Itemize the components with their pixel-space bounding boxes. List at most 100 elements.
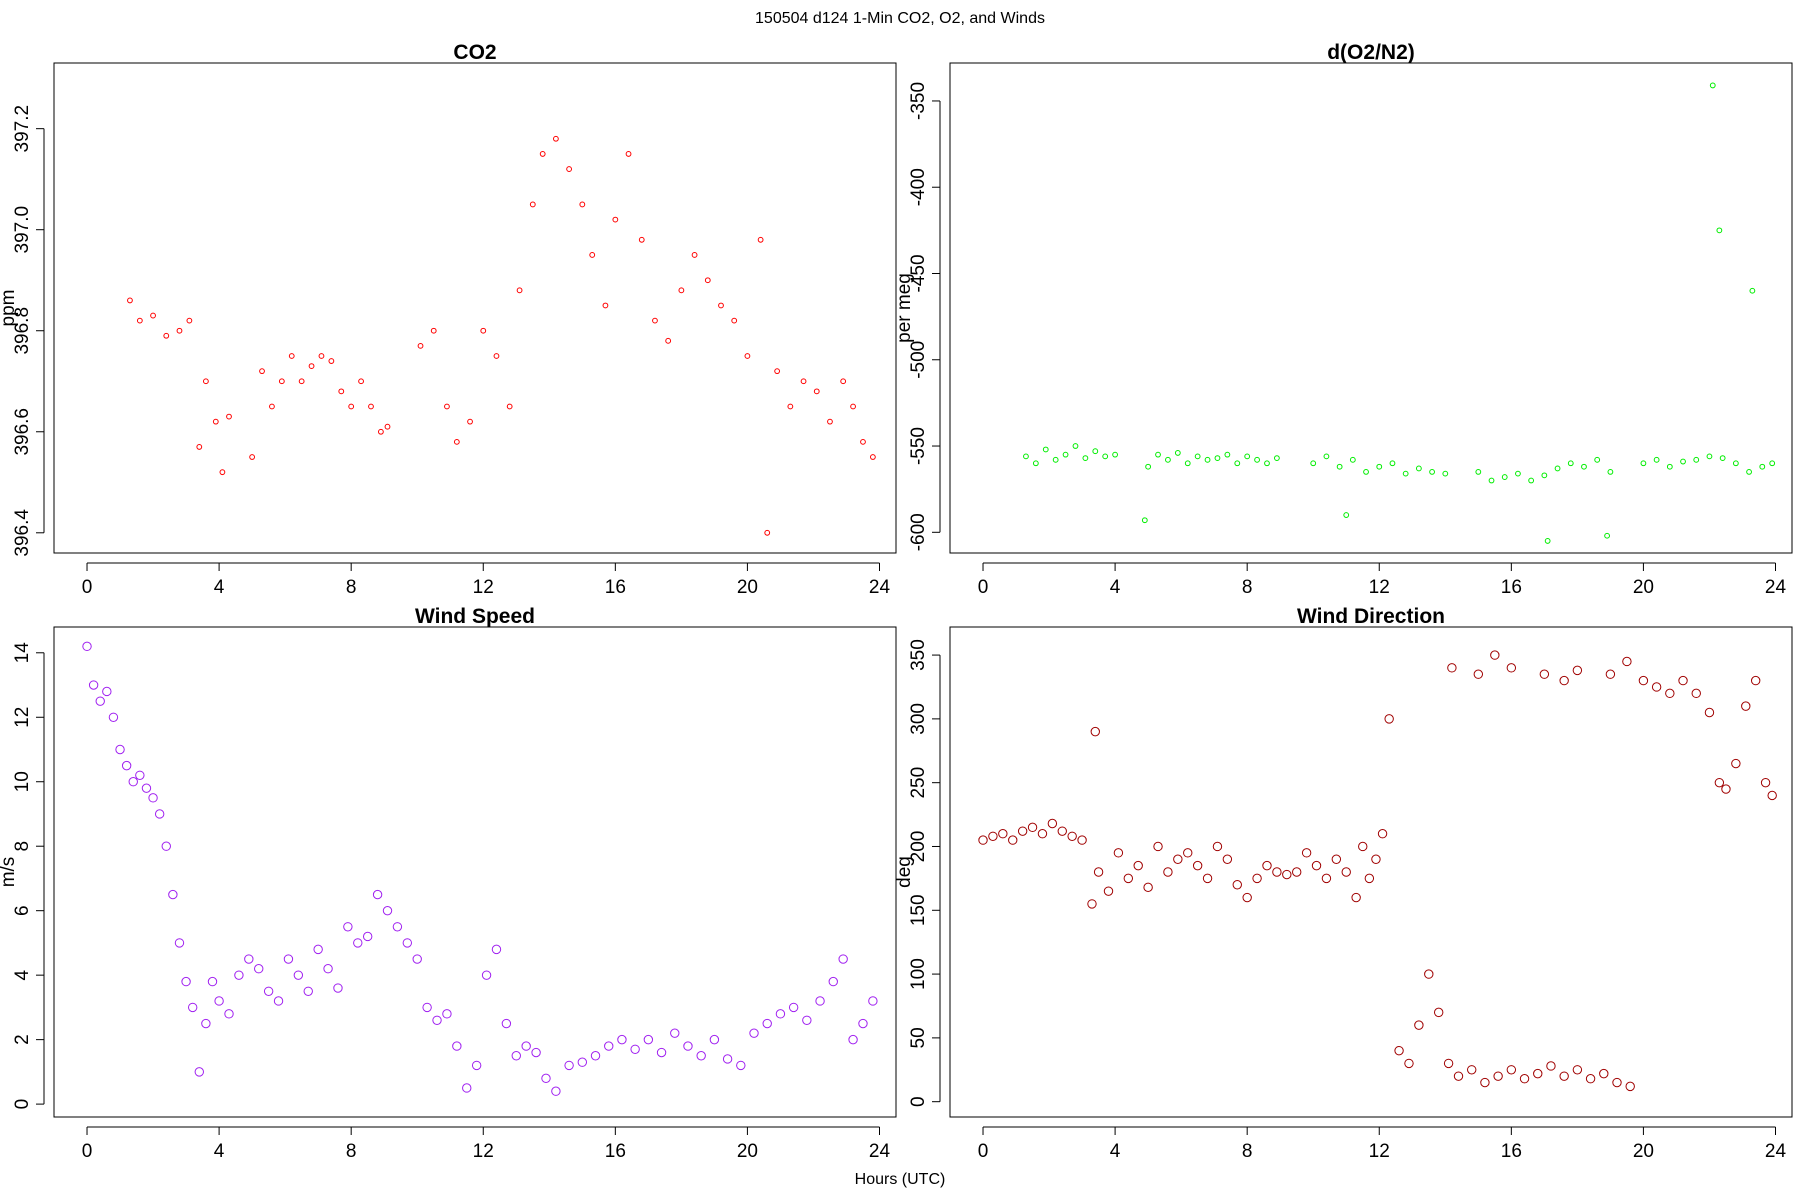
o2-point	[1653, 456, 1660, 463]
wind-speed-y-tick-label: 14	[12, 642, 33, 664]
o2-point	[1604, 532, 1610, 539]
o2-point	[1032, 460, 1039, 467]
co2-point	[196, 444, 203, 450]
wind-direction-point	[1321, 873, 1332, 884]
wind-speed-title: Wind Speed	[415, 605, 535, 628]
co2-point	[506, 403, 513, 410]
wind-direction-point	[1704, 707, 1715, 718]
o2-point	[1769, 460, 1776, 467]
wind-direction-point	[1714, 777, 1725, 788]
wind-direction-point	[1539, 669, 1550, 679]
wind-speed-point	[481, 970, 492, 980]
wind-direction-point	[1404, 1058, 1414, 1069]
wind-direction-point	[1473, 669, 1484, 679]
o2-point	[1092, 448, 1099, 455]
wind-direction-point	[1612, 1077, 1622, 1088]
o2-x-axis: 0 4 8 12 16 20 24	[978, 562, 1786, 598]
wind-speed-point	[858, 1018, 868, 1029]
o2-point	[1102, 453, 1109, 460]
wind-direction-point	[1153, 841, 1163, 852]
wind-speed-point	[187, 1002, 198, 1013]
wind-direction-point	[1252, 873, 1262, 884]
wind-speed-point	[141, 783, 152, 793]
o2-point	[1165, 456, 1171, 463]
co2-point	[731, 317, 738, 324]
wind-direction-point	[1585, 1074, 1596, 1084]
co2-point	[774, 368, 781, 375]
co2-point	[348, 403, 355, 410]
o2-x-tick-label: 4	[1110, 577, 1121, 598]
co2-point	[176, 327, 183, 334]
o2-point	[1528, 477, 1535, 484]
wind-speed-point	[303, 986, 313, 996]
wind-speed-point	[372, 889, 383, 900]
wind-direction-point	[988, 831, 998, 841]
co2-x-tick-label: 16	[605, 577, 626, 598]
co2-point	[202, 378, 209, 385]
wind-speed-point	[511, 1051, 521, 1061]
co2-x-tick-label: 0	[82, 577, 93, 598]
wind-speed-point	[333, 983, 343, 993]
co2-point	[757, 236, 764, 243]
wind-direction-point	[1331, 854, 1342, 864]
o2-x-tick-label: 16	[1501, 577, 1522, 598]
wind-speed-point	[683, 1041, 693, 1051]
wind-direction-point	[1447, 663, 1457, 673]
wind-speed-point	[392, 922, 403, 932]
co2-point	[430, 327, 437, 334]
o2-y-tick-label: -500	[908, 341, 929, 379]
wind-direction-x-tick-label: 24	[1765, 1141, 1787, 1162]
wind-speed-point	[564, 1060, 574, 1071]
o2-x-tick-label: 0	[978, 577, 989, 598]
o2-point	[1363, 469, 1369, 475]
wind-direction-point	[1047, 818, 1058, 829]
wind-speed-point	[452, 1041, 462, 1051]
wind-direction-point	[1741, 701, 1751, 711]
co2-point	[860, 438, 866, 445]
wind-direction-point	[1202, 873, 1213, 884]
wind-speed-point	[263, 986, 274, 996]
wind-direction-point	[1519, 1074, 1530, 1084]
wind-speed-y-tick-label: 12	[12, 707, 33, 728]
wind-direction-point	[1453, 1071, 1464, 1081]
wind-direction-point	[1341, 867, 1351, 877]
co2-y-tick-label: 396.4	[12, 509, 33, 557]
wind-speed-point	[432, 1015, 442, 1025]
o2-point	[1732, 460, 1739, 467]
wind-speed-point	[174, 938, 185, 948]
co2-point	[691, 252, 698, 258]
wind-direction-y-tick-label: 0	[908, 1096, 929, 1107]
co2-y-tick-label: 396.6	[12, 408, 33, 456]
wind-direction-point	[1364, 873, 1375, 884]
co2-point	[444, 403, 450, 410]
wind-direction-x-tick-label: 8	[1242, 1141, 1253, 1162]
wind-direction-point	[1077, 835, 1087, 845]
o2-y-tick-label: -550	[908, 427, 929, 465]
wind-speed-point	[630, 1044, 640, 1055]
wind-speed-point	[154, 809, 165, 819]
wind-direction-point	[1037, 829, 1048, 839]
co2-point	[186, 317, 193, 324]
wind-direction-point	[1638, 675, 1649, 686]
o2-point	[1194, 453, 1201, 460]
wind-speed-y-tick-label: 0	[12, 1099, 33, 1110]
wind-direction-point	[1384, 714, 1394, 724]
wind-speed-x-tick-label: 20	[737, 1141, 758, 1162]
co2-point	[516, 287, 523, 294]
wind-speed-point	[541, 1073, 551, 1084]
o2-point	[1389, 460, 1396, 467]
wind-direction-point	[1133, 860, 1143, 871]
wind-direction-point	[1222, 854, 1233, 864]
o2-point	[1264, 460, 1270, 467]
wind-direction-panel: Wind Direction 0 4 8 12 16 20 24 0 50 100 150 200 250…	[894, 605, 1793, 1162]
co2-point	[269, 403, 275, 410]
wind-speed-point	[462, 1083, 472, 1093]
o2-point	[1415, 465, 1422, 472]
wind-speed-point	[838, 954, 848, 964]
wind-speed-point	[224, 1009, 234, 1019]
wind-direction-point	[1533, 1068, 1543, 1079]
o2-point	[1184, 460, 1191, 467]
wind-speed-point	[696, 1051, 706, 1061]
co2-point	[589, 252, 596, 258]
